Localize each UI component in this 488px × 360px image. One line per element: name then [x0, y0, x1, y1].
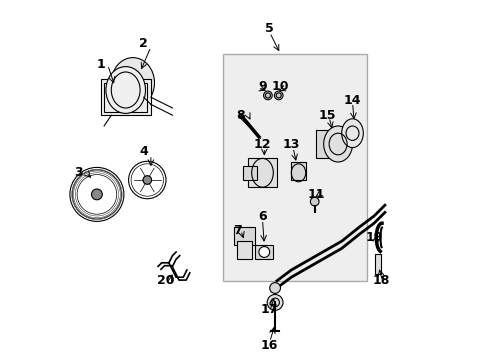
Circle shape	[263, 91, 272, 100]
Text: 13: 13	[282, 138, 299, 150]
Circle shape	[258, 247, 269, 257]
Text: 12: 12	[253, 138, 271, 150]
FancyBboxPatch shape	[101, 79, 151, 115]
Text: 20: 20	[156, 274, 174, 287]
FancyBboxPatch shape	[255, 245, 273, 259]
Circle shape	[70, 167, 123, 221]
Text: 10: 10	[271, 80, 289, 93]
Text: 8: 8	[236, 109, 244, 122]
Text: 17: 17	[261, 303, 278, 316]
Text: 5: 5	[265, 22, 273, 35]
Text: 4: 4	[139, 145, 148, 158]
Circle shape	[310, 197, 318, 206]
Text: 6: 6	[258, 210, 266, 222]
Text: 19: 19	[365, 231, 382, 244]
Ellipse shape	[341, 119, 363, 148]
Text: 9: 9	[258, 80, 266, 93]
FancyBboxPatch shape	[237, 241, 251, 259]
Text: 2: 2	[139, 37, 148, 50]
Ellipse shape	[323, 126, 352, 162]
Text: 7: 7	[232, 224, 241, 237]
Circle shape	[269, 283, 280, 293]
Text: 18: 18	[372, 274, 389, 287]
Circle shape	[128, 161, 166, 199]
Text: 16: 16	[261, 339, 278, 352]
Text: 15: 15	[318, 109, 335, 122]
Text: 11: 11	[307, 188, 325, 201]
Text: 3: 3	[75, 166, 83, 179]
Ellipse shape	[111, 58, 154, 108]
FancyBboxPatch shape	[374, 254, 381, 274]
Circle shape	[266, 294, 283, 310]
FancyBboxPatch shape	[291, 162, 305, 180]
Text: 1: 1	[96, 58, 104, 71]
FancyBboxPatch shape	[233, 227, 255, 245]
FancyBboxPatch shape	[316, 130, 337, 158]
Circle shape	[91, 189, 102, 200]
Circle shape	[142, 176, 151, 184]
Text: 14: 14	[343, 94, 361, 107]
FancyBboxPatch shape	[247, 158, 276, 187]
Circle shape	[274, 91, 283, 100]
FancyBboxPatch shape	[242, 166, 257, 180]
Ellipse shape	[106, 67, 145, 113]
FancyBboxPatch shape	[223, 54, 366, 281]
